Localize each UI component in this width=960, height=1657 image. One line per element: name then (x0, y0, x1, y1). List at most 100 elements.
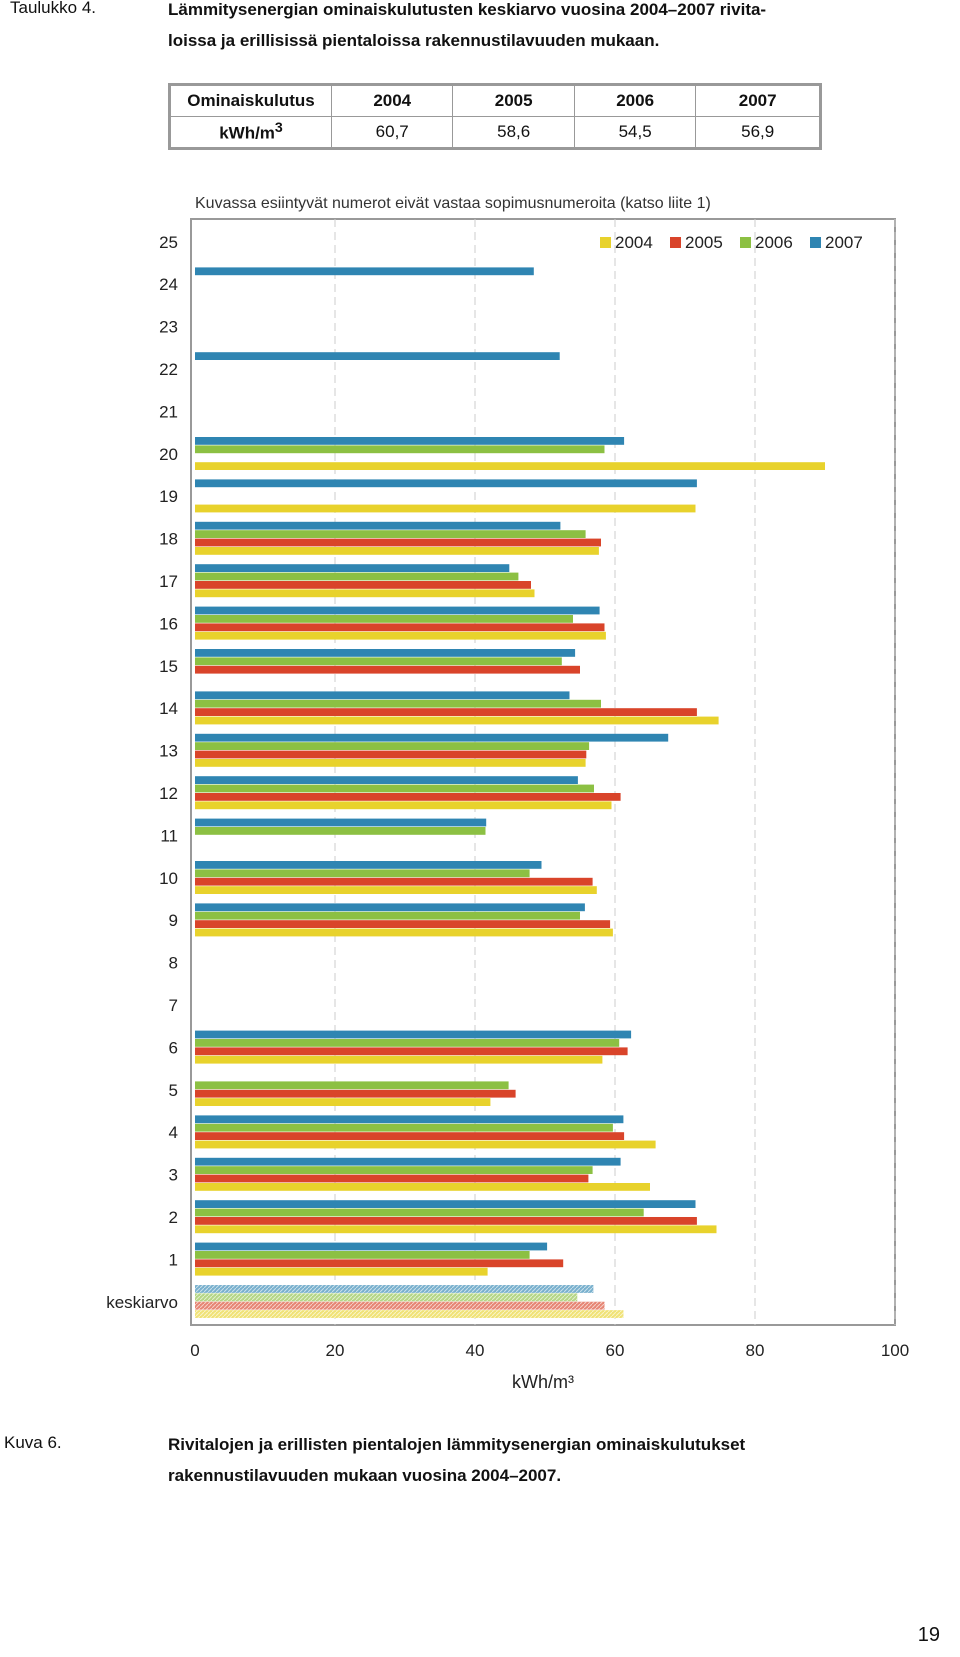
bar (195, 1055, 603, 1064)
bar (195, 1030, 632, 1039)
y-tick-label: 14 (159, 699, 178, 718)
bar (195, 521, 561, 530)
y-tick-label: 21 (159, 402, 178, 421)
y-tick-label: 4 (169, 1123, 178, 1142)
bar (195, 742, 590, 750)
bar (195, 564, 510, 572)
figure-caption-label: Kuva 6. (4, 1433, 62, 1452)
bar (195, 1132, 625, 1140)
bar (195, 699, 601, 708)
y-tick-label: 15 (159, 657, 178, 676)
legend-swatch (740, 237, 751, 248)
bar (195, 1098, 491, 1106)
y-tick-label: 11 (160, 826, 178, 845)
y-axis-labels: keskiarvo1234567891011121314151617181920… (106, 233, 178, 1312)
table-caption-line-1: Lämmitysenergian ominaiskulutusten keski… (168, 0, 767, 19)
figure-caption-title: Rivitalojen ja erillisten pientalojen lä… (168, 1429, 745, 1491)
bar (195, 691, 570, 700)
table-header-cell: 2006 (573, 84, 697, 117)
x-axis-title: kWh/m³ (512, 1372, 574, 1392)
bar (195, 665, 580, 674)
table-header-row: Ominaiskulutus 2004 2005 2006 2007 (169, 84, 821, 117)
bar (195, 1123, 613, 1132)
y-tick-label: 16 (159, 614, 178, 633)
bar (195, 861, 542, 869)
bar (195, 801, 612, 810)
bar (195, 352, 560, 360)
legend-label: 2007 (825, 233, 863, 252)
bar (195, 462, 825, 470)
legend: 2004 2005 2006 2007 (600, 233, 863, 252)
y-tick-label: 3 (169, 1166, 178, 1185)
y-tick-label: 25 (159, 233, 178, 252)
y-tick-label: 22 (159, 360, 178, 379)
bar (195, 479, 697, 488)
y-tick-label: 5 (169, 1081, 178, 1100)
x-tick-label: 20 (326, 1341, 345, 1360)
y-tick-label: 24 (159, 275, 178, 294)
bar (195, 1166, 593, 1174)
bar (195, 920, 611, 928)
y-tick-label: 2 (169, 1208, 178, 1227)
x-tick-label: 100 (881, 1341, 909, 1360)
bar (195, 1251, 530, 1259)
bar (195, 928, 613, 937)
table-row: kWh/m3 60,7 58,6 54,5 56,9 (169, 116, 821, 149)
bar (195, 1039, 620, 1047)
x-tick-label: 80 (746, 1341, 765, 1360)
bar (195, 623, 605, 632)
chart-subtitle: Kuvassa esiintyvät numerot eivät vastaa … (195, 195, 711, 212)
bar (195, 1242, 548, 1251)
y-tick-label: 19 (159, 487, 178, 506)
bar (195, 750, 587, 759)
x-tick-label: 40 (466, 1341, 485, 1360)
bar (195, 437, 625, 445)
y-tick-label: 18 (159, 530, 178, 549)
table-header-cell: 2007 (695, 84, 821, 117)
legend-swatch (670, 237, 681, 248)
table-header-cell: Ominaiskulutus (169, 84, 332, 117)
bars-group (195, 267, 825, 1318)
bar (195, 911, 580, 920)
bar (195, 793, 621, 801)
y-tick-label: 13 (159, 742, 178, 761)
bar (195, 572, 519, 581)
y-tick-label: 17 (159, 572, 178, 591)
bar (195, 776, 578, 784)
y-tick-label: 9 (169, 911, 178, 930)
figure-caption-line-2: rakennustilavuuden mukaan vuosina 2004–2… (168, 1466, 562, 1485)
bar (195, 877, 593, 886)
page-number: 19 (917, 1624, 940, 1646)
bar (195, 1115, 624, 1124)
bar (195, 445, 605, 454)
bar-hatch-overlay (195, 1285, 594, 1293)
bar (195, 1267, 488, 1276)
bar (195, 869, 530, 878)
bar (195, 631, 606, 640)
table-cell: 58,6 (452, 116, 575, 149)
y-tick-label: 23 (159, 318, 178, 337)
legend-label: 2006 (755, 233, 793, 252)
legend-label: 2004 (615, 233, 653, 252)
table-caption-line-2: loissa ja erillisissä pientaloissa raken… (168, 31, 660, 50)
bar (195, 708, 697, 716)
bar-hatch-overlay (195, 1301, 605, 1310)
data-table: Ominaiskulutus 2004 2005 2006 2007 kWh/m… (168, 83, 822, 150)
bar (195, 1200, 696, 1208)
bar-chart: Kuvassa esiintyvät numerot eivät vastaa … (106, 195, 909, 1392)
bar (195, 759, 586, 767)
unit-text: kWh/m (219, 123, 275, 143)
table-header-cell: 2004 (330, 84, 454, 117)
bar (195, 1089, 516, 1098)
bar (195, 903, 585, 912)
bar (195, 530, 586, 538)
table-cell: 60,7 (330, 116, 454, 149)
bar (195, 581, 531, 589)
y-tick-label: 6 (169, 1038, 178, 1057)
bar (195, 1081, 509, 1090)
bar (195, 1259, 564, 1268)
y-tick-label: 7 (169, 996, 178, 1015)
bar (195, 657, 562, 666)
x-tick-label: 0 (190, 1341, 199, 1360)
bar-hatch-overlay (195, 1293, 578, 1302)
